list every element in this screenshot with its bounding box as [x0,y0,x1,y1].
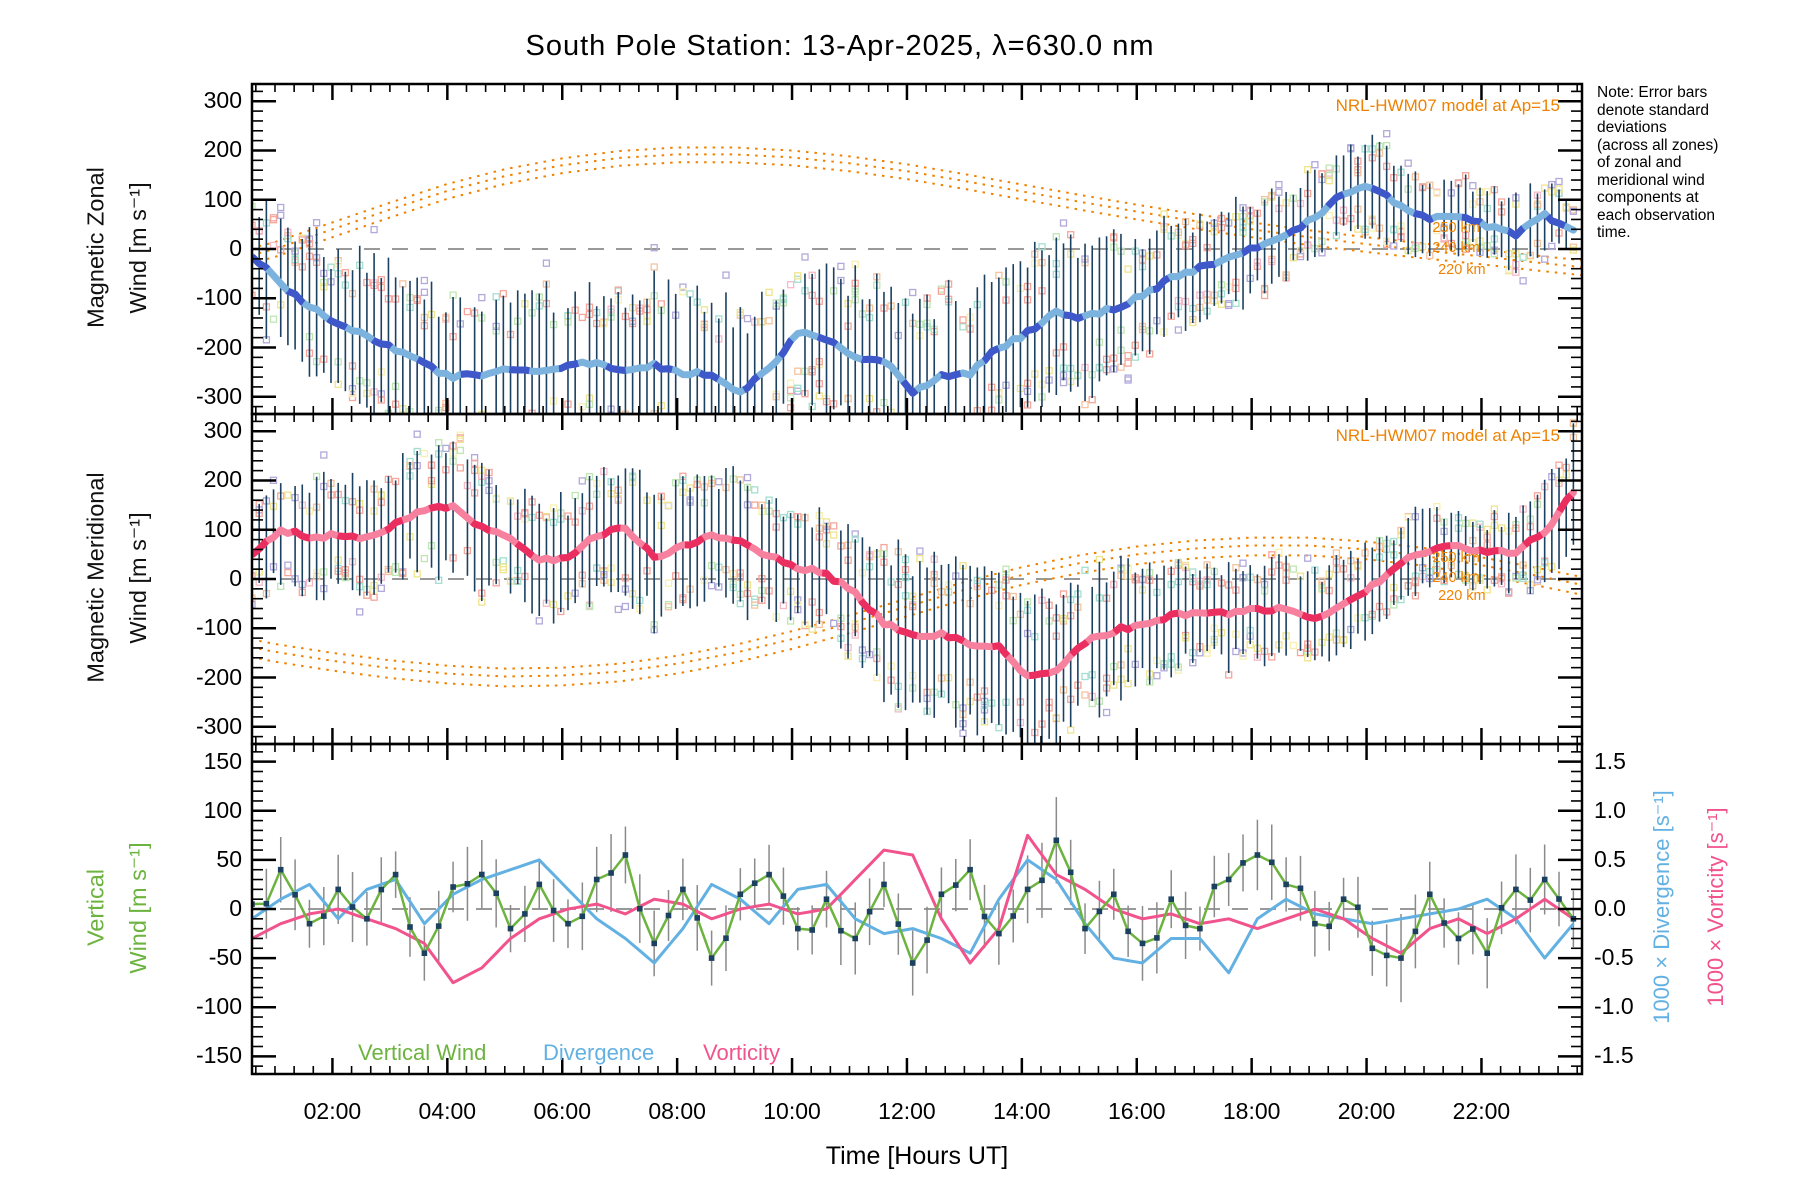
y-tick-label: 150 [203,747,242,774]
y-tick-label: 0 [229,895,242,921]
altitude-label-250km: 250 km [1432,550,1480,567]
legend-divergence: Divergence [543,1040,655,1065]
y-tick-label: -100 [195,993,242,1020]
right-y-tick-label: -1.5 [1594,1042,1634,1069]
page-title: South Pole Station: 13-Apr-2025, λ=630.0… [525,30,1155,62]
legend-vertical-wind: Vertical Wind [358,1040,487,1065]
y-tick-label: -100 [195,284,242,311]
y-tick-label: -300 [195,382,242,409]
model-annotation-meridional: NRL-HWM07 model at Ap=15 [1335,426,1560,445]
x-tick-label: 12:00 [878,1098,936,1124]
right-y-tick-label: -1.0 [1594,993,1634,1020]
x-axis-title: Time [Hours UT] [825,1142,1009,1170]
x-tick-label: 18:00 [1222,1098,1281,1124]
x-tick-label: 10:00 [763,1098,821,1124]
right-y-tick-label: 1.5 [1594,747,1626,774]
y-tick-label: 50 [216,845,242,872]
x-tick-label: 22:00 [1452,1098,1511,1124]
y-tick-label: 300 [203,417,242,444]
y-tick-label: 300 [203,87,242,114]
y-tick-label: -200 [195,663,242,690]
legend-vorticity: Vorticity [703,1040,781,1065]
x-tick-label: 14:00 [993,1098,1051,1124]
x-tick-label: 16:00 [1107,1098,1166,1124]
y-tick-label: -100 [195,614,242,641]
altitude-label-250km: 250 km [1432,220,1480,237]
y-tick-label: 100 [203,796,242,823]
altitude-label-220km: 220 km [1438,261,1486,278]
right-y-tick-label: -0.5 [1594,944,1634,971]
altitude-label-240km: 240 km [1432,570,1480,586]
y-tick-label: -300 [195,712,242,739]
y-tick-label: -200 [195,333,242,360]
altitude-label-220km: 220 km [1438,587,1486,604]
y-tick-label: 100 [203,515,242,542]
right-y-tick-label: 0.0 [1594,895,1626,921]
altitude-label-240km: 240 km [1432,240,1480,256]
right-axis-title-vorticity: 1000 × Vorticity [s⁻¹] [1703,807,1728,1007]
x-tick-label: 08:00 [648,1098,706,1124]
right-y-tick-label: 0.5 [1594,845,1626,872]
model-annotation-zonal: NRL-HWM07 model at Ap=15 [1335,96,1560,115]
y-axis-title-zonal-line1: Magnetic Zonal [82,167,109,328]
y-axis-title-zonal-line2: Wind [m s⁻¹] [125,182,151,314]
x-tick-label: 02:00 [303,1098,362,1124]
x-tick-label: 20:00 [1337,1098,1396,1124]
y-tick-label: -50 [208,944,242,971]
y-tick-label: 200 [203,136,242,163]
y-tick-label: -150 [195,1042,242,1069]
right-y-tick-label: 1.0 [1594,796,1626,823]
note-annotation: Note: Error bars denote standard deviati… [1597,84,1719,241]
y-axis-title-vertical-line1: Vertical [82,868,109,947]
y-tick-label: 0 [229,235,242,261]
y-tick-label: 100 [203,185,242,212]
y-axis-title-vertical-line2: Wind [m s⁻¹] [125,842,151,974]
y-tick-label: 200 [203,466,242,493]
x-tick-label: 04:00 [418,1098,477,1124]
x-tick-label: 06:00 [533,1098,592,1124]
y-axis-title-meridional-line1: Magnetic Meridional [82,472,109,683]
y-axis-title-meridional-line2: Wind [m s⁻¹] [125,512,151,644]
y-tick-label: 0 [229,565,242,591]
